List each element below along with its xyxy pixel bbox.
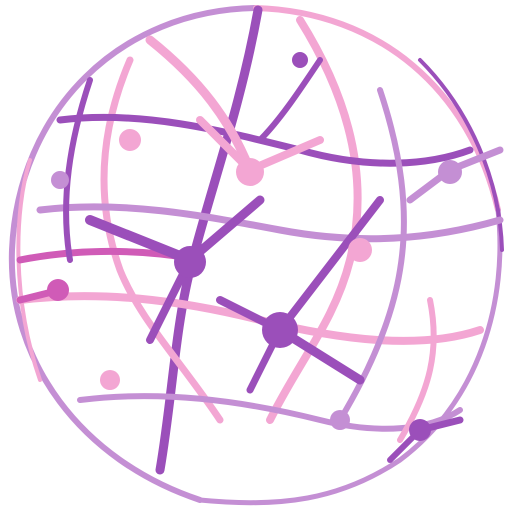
neuron-node bbox=[47, 279, 69, 301]
neuron-node bbox=[330, 410, 350, 430]
neuron-node bbox=[348, 238, 372, 262]
neuron-nodes bbox=[47, 52, 462, 441]
neuron-node bbox=[262, 312, 298, 348]
neuron-node bbox=[409, 419, 431, 441]
neuron-node bbox=[119, 129, 141, 151]
neuron-node bbox=[100, 370, 120, 390]
neuron-node bbox=[438, 160, 462, 184]
neuron-node bbox=[236, 158, 264, 186]
neuron-node bbox=[292, 52, 308, 68]
neuron-node bbox=[174, 246, 206, 278]
neuron-node bbox=[51, 171, 69, 189]
